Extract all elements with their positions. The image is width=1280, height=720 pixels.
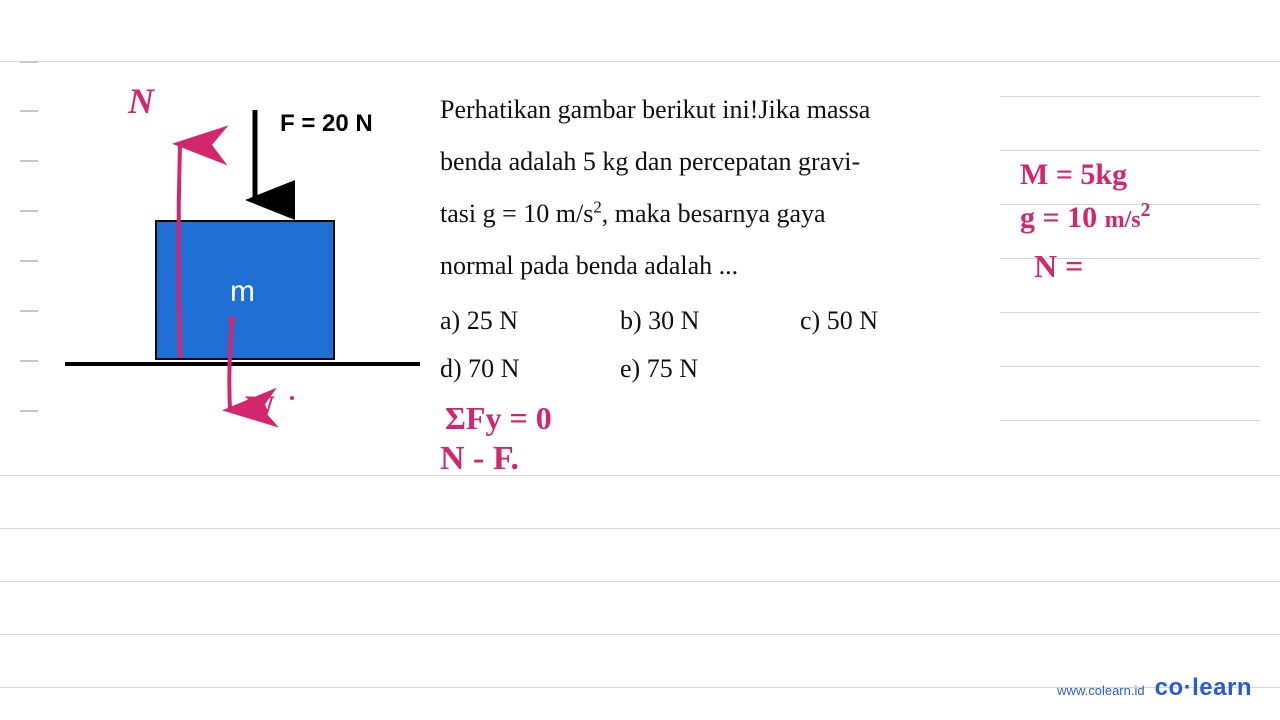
footer-url: www.colearn.id — [1057, 683, 1144, 698]
option-c: c) 50 N — [800, 306, 920, 336]
option-row: a) 25 N b) 30 N c) 50 N — [440, 306, 920, 336]
rule-line — [0, 61, 1280, 62]
question-line: Perhatikan gambar berikut ini!Jika massa — [440, 84, 970, 136]
question-line: benda adalah 5 kg dan percepatan gravi- — [440, 136, 970, 188]
margin-tick — [20, 260, 38, 262]
margin-tick — [20, 210, 38, 212]
margin-tick — [20, 61, 38, 63]
weight-label: W — [245, 390, 275, 424]
margin-tick — [20, 410, 38, 412]
margin-tick — [20, 160, 38, 162]
margin-tick — [20, 360, 38, 362]
handnote-sigmafy: ΣFy = 0 — [445, 400, 552, 437]
option-row: d) 70 N e) 75 N — [440, 354, 920, 384]
rule-line — [0, 581, 1280, 582]
answer-options: a) 25 N b) 30 N c) 50 N d) 70 N e) 75 N — [440, 306, 920, 402]
question-line: normal pada benda adalah ... — [440, 240, 970, 292]
rule-line — [0, 528, 1280, 529]
rule-line-right — [1000, 366, 1260, 367]
handnote-gravity: g = 10 m/s2 — [1020, 200, 1150, 235]
footer-brand: www.colearn.id co·learn — [1057, 674, 1252, 702]
handnote-nminusf: N - F. — [440, 440, 519, 478]
handnote-normal: N = — [1034, 248, 1083, 285]
option-e: e) 75 N — [620, 354, 740, 384]
rule-line-right — [1000, 96, 1260, 97]
weight-arrow-icon — [60, 80, 430, 420]
rule-line — [0, 475, 1280, 476]
option-b: b) 30 N — [620, 306, 740, 336]
question-text: Perhatikan gambar berikut ini!Jika massa… — [440, 84, 970, 292]
margin-tick — [20, 110, 38, 112]
rule-line — [0, 634, 1280, 635]
rule-line-right — [1000, 150, 1260, 151]
option-d: d) 70 N — [440, 354, 560, 384]
handnote-mass: M = 5kg — [1020, 158, 1127, 192]
margin-tick — [20, 310, 38, 312]
brand-logo: co·learn — [1155, 674, 1252, 702]
physics-diagram: F = 20 N m N W — [60, 80, 430, 420]
option-a: a) 25 N — [440, 306, 560, 336]
question-line: tasi g = 10 m/s2, maka besarnya gaya — [440, 188, 970, 240]
rule-line-right — [1000, 420, 1260, 421]
rule-line-right — [1000, 312, 1260, 313]
